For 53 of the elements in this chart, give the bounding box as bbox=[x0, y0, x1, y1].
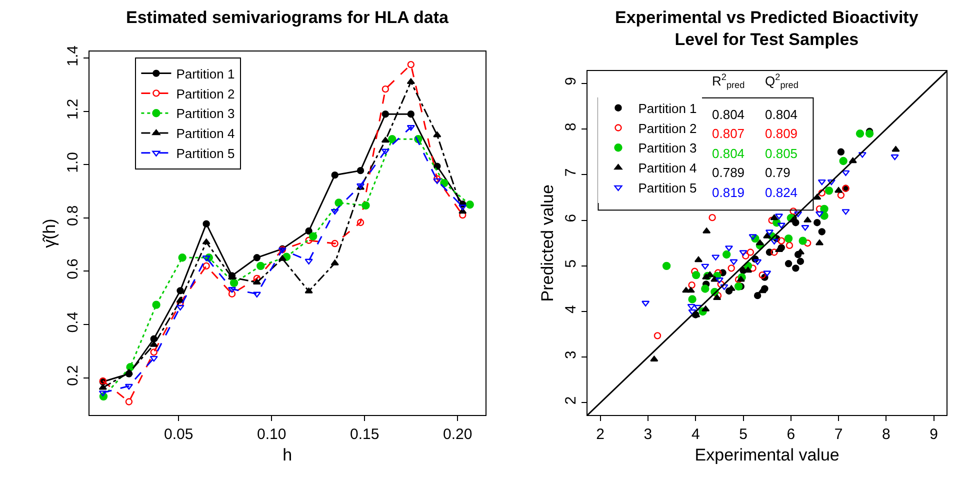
y-tick-label: 8 bbox=[562, 122, 580, 132]
y-tick-label: 1.2 bbox=[64, 98, 82, 120]
annotation: 0.809 bbox=[765, 126, 798, 141]
x-axis-title: Experimental value bbox=[694, 445, 840, 464]
chart-title: Estimated semivariograms for HLA data bbox=[126, 8, 450, 27]
y-tick-label: 4 bbox=[562, 305, 580, 314]
y-tick-label: 1.0 bbox=[64, 152, 82, 173]
y-tick-label: 7 bbox=[562, 168, 580, 177]
y-tick-label: 5 bbox=[562, 260, 580, 268]
legend-label: Partition 2 bbox=[638, 120, 697, 136]
legend-label: Partition 5 bbox=[638, 180, 697, 196]
legend-label: Partition 1 bbox=[176, 66, 235, 82]
y-tick-label: 6 bbox=[562, 214, 580, 222]
y-tick-label: 2 bbox=[562, 396, 580, 405]
y-tick-label: 1.4 bbox=[64, 45, 82, 66]
x-tick-label: 9 bbox=[930, 426, 938, 444]
x-tick-label: 6 bbox=[786, 426, 796, 444]
legend-label: Partition 4 bbox=[176, 126, 235, 142]
x-tick-label: 8 bbox=[882, 426, 890, 444]
y-tick-label: 3 bbox=[562, 350, 580, 360]
annotation: 0.824 bbox=[765, 185, 798, 200]
x-tick-label: 7 bbox=[834, 426, 843, 444]
annotation: 0.807 bbox=[712, 126, 745, 141]
y-tick-label: 0.2 bbox=[64, 365, 82, 386]
y-axis-title: γ̂(h) bbox=[40, 218, 59, 248]
legend-label: Partition 5 bbox=[176, 146, 235, 161]
x-tick-label: 0.05 bbox=[164, 426, 194, 444]
legend-label: Partition 1 bbox=[638, 100, 697, 116]
x-tick-label: 5 bbox=[739, 426, 748, 444]
x-tick-label: 2 bbox=[596, 426, 604, 444]
x-tick-label: 4 bbox=[691, 426, 700, 444]
annotation: 0.79 bbox=[765, 165, 790, 180]
x-axis-title: h bbox=[282, 445, 292, 464]
annotation: 0.789 bbox=[712, 165, 745, 180]
x-tick-label: 0.20 bbox=[443, 426, 472, 444]
x-tick-label: 0.10 bbox=[257, 426, 286, 444]
y-tick-label: 0.4 bbox=[64, 312, 82, 333]
x-tick-label: 3 bbox=[644, 426, 652, 444]
y-tick-label: 9 bbox=[562, 77, 580, 86]
x-tick-label: 0.15 bbox=[350, 426, 380, 444]
y-tick-label: 0.8 bbox=[64, 205, 82, 226]
legend-label: Partition 3 bbox=[176, 106, 235, 122]
annotation: 0.804 bbox=[712, 146, 745, 161]
annotation: 0.804 bbox=[765, 107, 798, 122]
legend-label: Partition 2 bbox=[176, 86, 235, 102]
annotation: 0.819 bbox=[712, 185, 745, 200]
legend-label: Partition 3 bbox=[638, 140, 697, 156]
annotation: 0.804 bbox=[712, 107, 745, 122]
chart-title: Experimental vs Predicted Bioactivity Level for Test Samples bbox=[615, 8, 919, 50]
legend-label: Partition 4 bbox=[638, 160, 697, 176]
y-axis-title: Predicted value bbox=[538, 184, 558, 302]
annotation: 0.805 bbox=[765, 146, 798, 161]
y-tick-label: 0.6 bbox=[64, 258, 82, 280]
